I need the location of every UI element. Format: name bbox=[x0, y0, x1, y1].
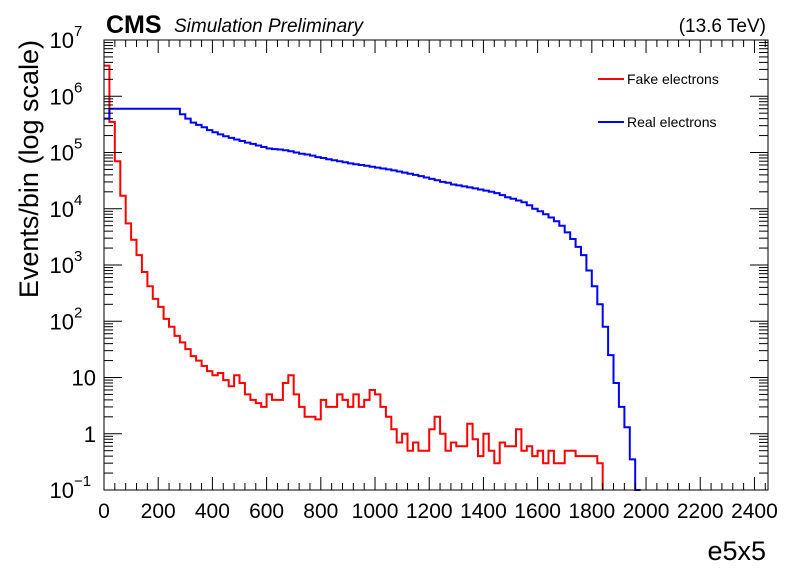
x-tick-label: 600 bbox=[249, 500, 284, 523]
y-tick-exponent: 7 bbox=[74, 23, 82, 40]
y-tick-exponent: 4 bbox=[74, 192, 82, 209]
x-tick-label: 800 bbox=[303, 500, 338, 523]
x-tick-label: 1200 bbox=[406, 500, 453, 523]
plot-background bbox=[104, 40, 768, 490]
plot-frame bbox=[103, 39, 769, 491]
legend: Fake electrons Real electrons bbox=[598, 71, 719, 130]
y-tick-label: 10 bbox=[72, 366, 96, 391]
y-tick-exponent: 2 bbox=[74, 304, 82, 321]
y-tick-label: 10 bbox=[50, 84, 74, 109]
y-tick-label: 10 bbox=[50, 478, 74, 503]
x-tick-label: 2200 bbox=[677, 500, 724, 523]
x-tick-label: 0 bbox=[98, 500, 110, 523]
y-tick-label: 10 bbox=[50, 253, 74, 278]
y-tick-label: 10 bbox=[50, 141, 74, 166]
x-tick-label: 2400 bbox=[731, 500, 778, 523]
status-label: Simulation Preliminary bbox=[174, 16, 365, 37]
y-tick-label: 10 bbox=[50, 309, 74, 334]
y-tick-label: 1 bbox=[84, 422, 96, 447]
y-tick-exponent: −1 bbox=[74, 473, 91, 490]
y-axis-title: Events/bin (log scale) bbox=[14, 40, 44, 298]
y-tick-label: 10 bbox=[50, 28, 74, 53]
x-tick-label: 1000 bbox=[352, 500, 399, 523]
y-tick-label: 10 bbox=[50, 197, 74, 222]
series-line-0 bbox=[104, 64, 604, 490]
y-tick-exponent: 6 bbox=[74, 79, 82, 96]
ticks-layer: 0 200 400 600 800 1000 1200 1400 1600 1800 2000 220… bbox=[50, 23, 778, 523]
x-axis-title: e5x5 bbox=[707, 536, 766, 566]
energy-label: (13.6 TeV) bbox=[679, 16, 766, 37]
x-tick-label: 400 bbox=[195, 500, 230, 523]
x-tick-label: 1800 bbox=[568, 500, 615, 523]
y-tick-exponent: 3 bbox=[74, 248, 82, 265]
x-tick-label: 1400 bbox=[460, 500, 507, 523]
x-tick-label: 2000 bbox=[623, 500, 670, 523]
legend-label-real: Real electrons bbox=[627, 114, 717, 130]
series-layer bbox=[104, 64, 641, 491]
experiment-label: CMS bbox=[106, 11, 162, 39]
x-tick-label: 200 bbox=[141, 500, 176, 523]
x-tick-label: 1600 bbox=[514, 500, 561, 523]
legend-label-fake: Fake electrons bbox=[627, 71, 719, 87]
y-tick-exponent: 5 bbox=[74, 136, 82, 153]
series-line-1 bbox=[104, 107, 641, 491]
